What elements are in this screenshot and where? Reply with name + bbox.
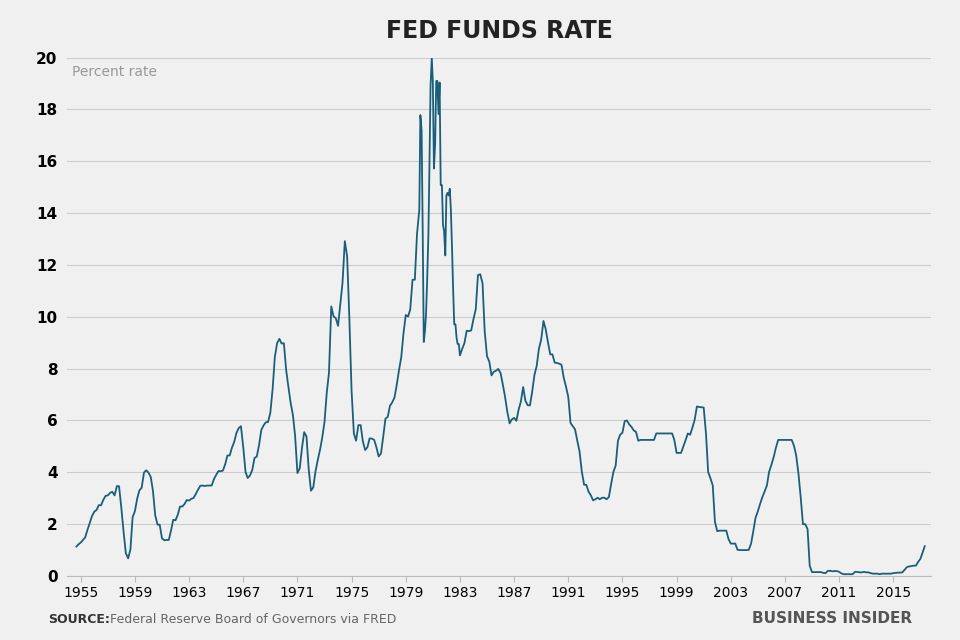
Text: Percent rate: Percent rate xyxy=(71,65,156,79)
Text: Federal Reserve Board of Governors via FRED: Federal Reserve Board of Governors via F… xyxy=(110,613,396,626)
Title: FED FUNDS RATE: FED FUNDS RATE xyxy=(386,19,612,43)
Text: BUSINESS INSIDER: BUSINESS INSIDER xyxy=(752,611,912,626)
Text: SOURCE:: SOURCE: xyxy=(48,613,109,626)
